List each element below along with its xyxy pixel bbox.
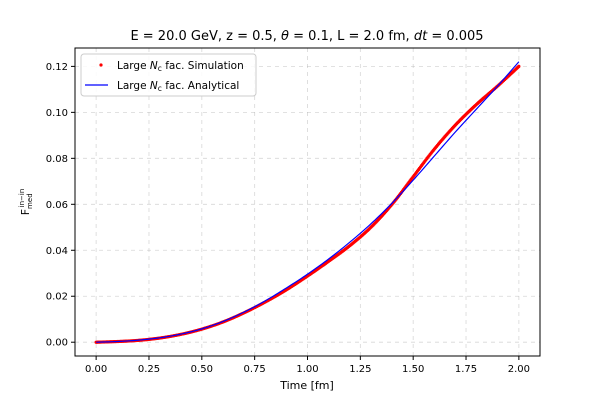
chart-title: E = 20.0 GeV, z = 0.5, θ = 0.1, L = 2.0 … xyxy=(130,29,483,44)
x-tick-label: 0.75 xyxy=(244,364,266,375)
legend-marker-simulation xyxy=(99,63,103,67)
y-tick-label: 0.12 xyxy=(46,62,68,73)
data-point xyxy=(517,64,521,68)
x-axis-label: Time [fm] xyxy=(279,379,334,392)
y-axis-label: Fmedin−in xyxy=(18,189,34,216)
y-tick-label: 0.00 xyxy=(46,338,68,349)
x-tick-label: 1.25 xyxy=(349,364,371,375)
x-tick-label: 1.00 xyxy=(296,364,318,375)
x-tick-label: 0.25 xyxy=(138,364,160,375)
y-tick-label: 0.06 xyxy=(46,200,68,211)
grid xyxy=(75,48,540,356)
y-axis-ticks: 0.00 0.02 0.04 0.06 0.08 0.10 0.12 xyxy=(46,62,75,349)
y-tick-label: 0.02 xyxy=(46,292,68,303)
plot-data xyxy=(94,61,521,344)
y-tick-label: 0.08 xyxy=(46,154,68,165)
legend-label-simulation: Large Nc fac. Simulation xyxy=(117,60,244,73)
legend: Large Nc fac. Simulation Large Nc fac. A… xyxy=(80,53,257,97)
x-tick-label: 1.50 xyxy=(402,364,424,375)
x-tick-label: 0.50 xyxy=(191,364,213,375)
legend-label-analytical: Large Nc fac. Analytical xyxy=(117,80,239,93)
x-tick-label: 0.00 xyxy=(85,364,107,375)
y-tick-label: 0.10 xyxy=(46,108,68,119)
x-axis-ticks: 0.00 0.25 0.50 0.75 1.00 1.25 1.50 1.75 2.00 xyxy=(85,356,530,375)
legend-box xyxy=(80,53,257,97)
x-tick-label: 2.00 xyxy=(508,364,530,375)
y-tick-label: 0.04 xyxy=(46,246,68,257)
x-tick-label: 1.75 xyxy=(455,364,477,375)
series-analytical-line xyxy=(96,61,520,343)
